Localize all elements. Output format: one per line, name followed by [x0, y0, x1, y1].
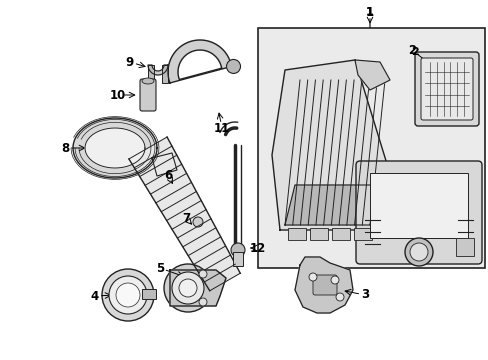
Circle shape — [335, 293, 343, 301]
FancyBboxPatch shape — [355, 161, 481, 264]
Polygon shape — [129, 137, 240, 291]
Circle shape — [199, 270, 206, 278]
Text: 1: 1 — [366, 7, 373, 27]
Bar — [309, 228, 327, 240]
Circle shape — [230, 243, 244, 257]
Bar — [455, 238, 473, 256]
Polygon shape — [354, 60, 389, 90]
Circle shape — [330, 276, 338, 284]
Bar — [331, 228, 349, 240]
Text: 12: 12 — [249, 242, 265, 255]
Circle shape — [193, 217, 203, 227]
Polygon shape — [271, 60, 394, 230]
Bar — [258, 28, 484, 268]
Bar — [162, 65, 168, 83]
Polygon shape — [285, 185, 379, 225]
FancyBboxPatch shape — [140, 79, 156, 111]
Ellipse shape — [142, 78, 154, 84]
Circle shape — [116, 283, 140, 307]
Polygon shape — [294, 257, 352, 313]
Text: 2: 2 — [407, 44, 415, 57]
Text: 7: 7 — [182, 212, 190, 225]
Bar — [148, 65, 154, 83]
Circle shape — [102, 269, 154, 321]
Text: 5: 5 — [156, 261, 164, 274]
Circle shape — [109, 276, 147, 314]
Polygon shape — [170, 270, 225, 306]
Polygon shape — [73, 118, 157, 178]
Circle shape — [199, 298, 206, 306]
Polygon shape — [168, 40, 231, 83]
Polygon shape — [148, 65, 168, 75]
Polygon shape — [152, 153, 177, 176]
Text: 6: 6 — [163, 168, 172, 181]
Text: 3: 3 — [360, 288, 368, 302]
Text: 1: 1 — [365, 5, 373, 18]
Circle shape — [409, 243, 427, 261]
Bar — [142, 289, 156, 299]
Text: 2: 2 — [410, 47, 437, 77]
Text: 4: 4 — [91, 289, 99, 302]
Circle shape — [163, 264, 212, 312]
Text: 11: 11 — [213, 122, 230, 135]
Circle shape — [179, 279, 197, 297]
Text: 10: 10 — [110, 89, 126, 102]
FancyBboxPatch shape — [369, 173, 467, 238]
Circle shape — [226, 59, 240, 73]
Circle shape — [172, 272, 203, 304]
Bar — [287, 228, 305, 240]
Bar — [353, 228, 371, 240]
FancyBboxPatch shape — [312, 275, 336, 295]
Polygon shape — [85, 128, 145, 168]
Circle shape — [308, 273, 316, 281]
Text: 9: 9 — [125, 55, 134, 68]
FancyBboxPatch shape — [420, 58, 472, 120]
Bar — [232, 252, 243, 266]
Circle shape — [404, 238, 432, 266]
FancyBboxPatch shape — [414, 52, 478, 126]
Text: 8: 8 — [61, 141, 69, 154]
